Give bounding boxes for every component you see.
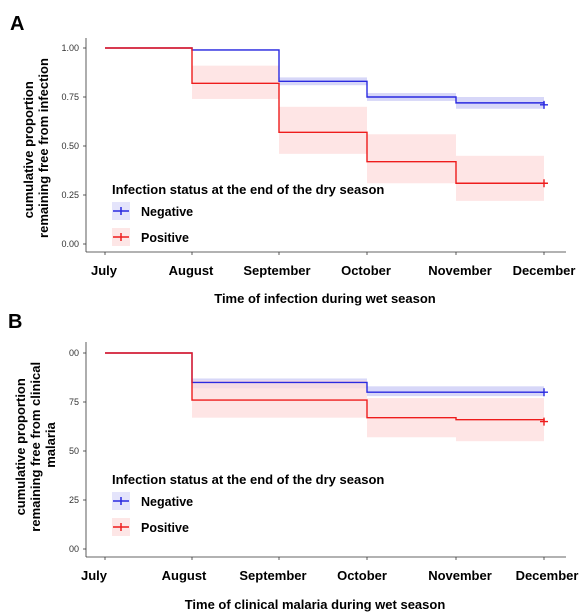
legend-b: Infection status at the end of the dry s… xyxy=(112,472,384,536)
x-axis-title-b: Time of clinical malaria during wet seas… xyxy=(185,597,446,612)
censor-mark-positive xyxy=(540,179,548,188)
y-ticks-a: 0.00 0.25 0.50 0.75 1.00 xyxy=(61,43,86,249)
x-ticks-b: July August September October November Decemb… xyxy=(81,557,578,583)
panel-letter-a: A xyxy=(10,13,24,35)
ci-band-positive-4 xyxy=(456,155,544,201)
x-tick-label: December xyxy=(516,568,579,583)
y-tick-label: 25 xyxy=(69,495,79,505)
y-tick-label: 00 xyxy=(69,348,79,358)
panel-a: A 0.00 0.25 0.50 0.75 1.00 July August Septemb… xyxy=(10,13,575,306)
legend-title-b: Infection status at the end of the dry s… xyxy=(112,472,384,487)
y-ticks-b: 00 25 50 75 00 xyxy=(69,348,86,554)
legend-label-positive-b: Positive xyxy=(141,521,189,535)
x-tick-label: October xyxy=(341,263,391,278)
y-tick-label: 0.25 xyxy=(61,190,79,200)
ci-band-positive-1 xyxy=(192,380,279,418)
legend-a: Infection status at the end of the dry s… xyxy=(112,182,384,246)
legend-label-negative-b: Negative xyxy=(141,495,193,509)
ci-band-positive-1 xyxy=(192,65,279,99)
x-tick-label: August xyxy=(162,568,207,583)
y-tick-label: 1.00 xyxy=(61,43,79,53)
confidence-bands-a xyxy=(192,49,544,201)
panel-b: B 00 25 50 75 00 July August September October N… xyxy=(8,311,578,612)
survival-line-positive xyxy=(105,352,545,422)
y-tick-label: 0.00 xyxy=(61,239,79,249)
survival-line-negative xyxy=(105,47,545,105)
legend-title-a: Infection status at the end of the dry s… xyxy=(112,182,384,197)
step-lines-b xyxy=(105,352,548,426)
x-tick-label: August xyxy=(169,263,214,278)
step-lines-a xyxy=(105,47,548,188)
x-ticks-a: July August September October November Decemb… xyxy=(91,252,575,278)
axes-a xyxy=(85,38,566,253)
x-tick-label: July xyxy=(91,263,118,278)
ci-band-positive-3 xyxy=(367,134,456,184)
legend-label-positive-a: Positive xyxy=(141,231,189,245)
censor-mark-negative xyxy=(540,100,548,109)
ci-band-positive-2 xyxy=(279,380,367,418)
y-tick-label: 75 xyxy=(69,397,79,407)
axes-b xyxy=(85,342,566,558)
x-axis-title-a: Time of infection during wet season xyxy=(214,291,436,306)
ci-band-positive-2 xyxy=(279,106,367,154)
y-tick-label: 0.50 xyxy=(61,141,79,151)
x-tick-label: November xyxy=(428,568,492,583)
y-axis-title-a: cumulative proportion remaining free fro… xyxy=(21,58,51,238)
ci-band-negative-3 xyxy=(367,386,456,397)
x-tick-label: July xyxy=(81,568,108,583)
x-tick-label: December xyxy=(513,263,576,278)
y-tick-label: 0.75 xyxy=(61,92,79,102)
y-axis-title-b: cumulative proportion remaining free fro… xyxy=(13,358,58,531)
x-tick-label: November xyxy=(428,263,492,278)
legend-label-negative-a: Negative xyxy=(141,205,193,219)
censor-mark-positive xyxy=(540,417,548,426)
y-tick-label: 50 xyxy=(69,446,79,456)
x-tick-label: October xyxy=(337,568,387,583)
x-tick-label: September xyxy=(243,263,310,278)
confidence-bands-b xyxy=(192,378,544,442)
ci-band-negative-4 xyxy=(456,386,544,397)
x-tick-label: September xyxy=(239,568,306,583)
survival-line-positive xyxy=(105,47,544,184)
censor-mark-negative xyxy=(540,388,548,397)
y-tick-label: 00 xyxy=(69,544,79,554)
panel-letter-b: B xyxy=(8,311,22,333)
